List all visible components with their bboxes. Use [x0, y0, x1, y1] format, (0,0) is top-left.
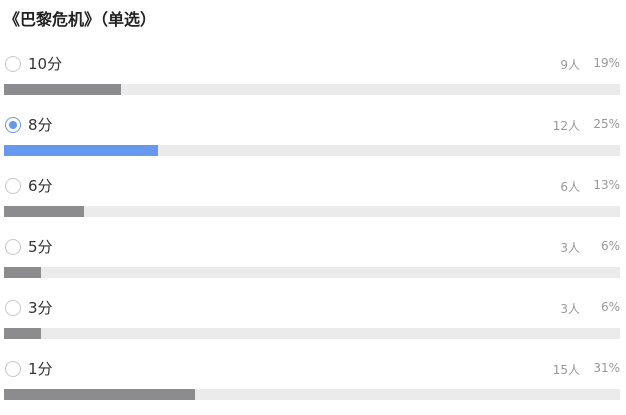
- bar-track: [4, 267, 620, 278]
- radio-button[interactable]: [5, 361, 21, 377]
- bar: [4, 206, 85, 217]
- vote-count: 9人: [560, 58, 580, 72]
- bar-track: [4, 389, 620, 400]
- radio-button[interactable]: [5, 178, 21, 194]
- bar-track: [4, 145, 620, 156]
- poll-title: 《巴黎危机》（单选）: [4, 10, 157, 29]
- vote-percent: 6%: [600, 239, 620, 253]
- vote-percent: 31%: [593, 361, 620, 375]
- bar-track: [4, 206, 620, 217]
- option-label[interactable]: 3分: [28, 299, 53, 317]
- radio-button[interactable]: [5, 56, 21, 72]
- vote-count: 6人: [560, 180, 580, 194]
- vote-percent: 19%: [593, 56, 620, 70]
- option-label[interactable]: 1分: [28, 360, 53, 378]
- vote-count: 15人: [552, 363, 580, 377]
- vote-count: 3人: [560, 241, 580, 255]
- option-label[interactable]: 8分: [28, 116, 53, 134]
- bar-track: [4, 84, 620, 95]
- radio-button[interactable]: [5, 117, 21, 133]
- bar: [4, 145, 158, 156]
- bar: [4, 267, 41, 278]
- option-label[interactable]: 10分: [28, 55, 63, 73]
- radio-button[interactable]: [5, 239, 21, 255]
- radio-button[interactable]: [5, 300, 21, 316]
- option-label[interactable]: 6分: [28, 177, 53, 195]
- bar: [4, 328, 41, 339]
- vote-percent: 6%: [600, 300, 620, 314]
- bar-track: [4, 328, 620, 339]
- bar: [4, 84, 122, 95]
- vote-count: 12人: [552, 119, 580, 133]
- bar: [4, 389, 195, 400]
- vote-percent: 25%: [593, 117, 620, 131]
- option-label[interactable]: 5分: [28, 238, 53, 256]
- vote-percent: 13%: [593, 178, 620, 192]
- vote-count: 3人: [560, 302, 580, 316]
